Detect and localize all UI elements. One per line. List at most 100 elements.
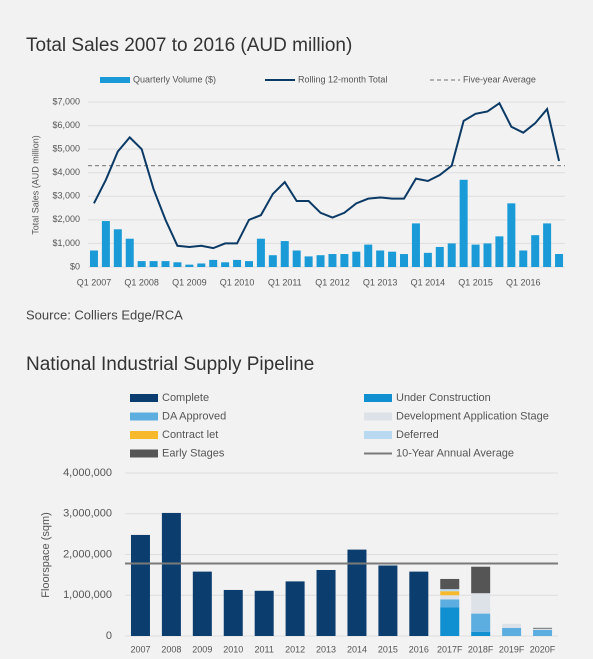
bar: [328, 254, 337, 267]
y-tick-label: $2,000: [52, 214, 80, 224]
bar: [209, 259, 218, 267]
bar: [388, 251, 397, 267]
bar: [340, 254, 349, 267]
source: Source: Colliers Edge/RCA: [26, 307, 183, 322]
bar-segment: [533, 627, 553, 629]
x-tick-label: Q1 2012: [315, 277, 350, 287]
x-tick-label: 2014: [347, 644, 367, 654]
bar: [173, 262, 182, 267]
legend-label: Complete: [162, 392, 209, 404]
bar: [125, 238, 134, 267]
y-tick-label: 0: [106, 630, 112, 642]
legend-label: DA Approved: [162, 410, 226, 422]
legend-swatch: [364, 412, 392, 421]
y-tick-label: $3,000: [52, 191, 80, 201]
bar: [507, 203, 516, 267]
bar-segment: [347, 549, 367, 636]
legend-swatch: [130, 449, 158, 458]
x-tick-label: 2015: [378, 644, 398, 654]
y-tick-label: 2,000,000: [63, 548, 112, 560]
legend-swatch: [130, 394, 158, 402]
x-tick-label: 2009: [192, 644, 212, 654]
bar: [459, 179, 468, 267]
x-tick-label: 2010: [223, 644, 243, 654]
legend-label: 10-Year Annual Average: [396, 447, 514, 459]
bar-segment: [440, 595, 460, 600]
bar: [256, 238, 265, 267]
legend-label: Rolling 12-month Total: [298, 74, 387, 84]
bar: [268, 255, 277, 267]
bar-segment: [440, 589, 460, 592]
x-tick-label: Q1 2010: [220, 277, 255, 287]
bar-segment: [471, 631, 491, 636]
x-tick-label: Q1 2015: [458, 277, 493, 287]
bar-segment: [440, 607, 460, 636]
x-tick-label: 2020F: [530, 644, 556, 654]
y-tick-label: 1,000,000: [63, 589, 112, 601]
bar: [447, 243, 456, 267]
bar: [543, 223, 552, 267]
chart-title: Total Sales 2007 to 2016 (AUD million): [26, 35, 352, 56]
x-tick-label: 2018F: [468, 644, 494, 654]
x-tick-label: 2012: [285, 644, 305, 654]
bar: [364, 244, 373, 267]
legend-label: Under Construction: [396, 392, 491, 404]
bar-segment: [223, 589, 243, 636]
bar: [531, 235, 540, 267]
bar: [113, 229, 122, 267]
y-axis-label: Floorspace (sqm): [40, 512, 52, 598]
bar: [89, 250, 98, 267]
bar-segment: [502, 623, 522, 628]
bar: [233, 259, 242, 267]
bar-segment: [502, 627, 522, 636]
x-tick-label: 2016: [409, 644, 429, 654]
chart-title: National Industrial Supply Pipeline: [26, 354, 314, 375]
x-tick-label: Q1 2007: [77, 277, 112, 287]
legend-swatch: [130, 412, 158, 421]
y-tick-label: 4,000,000: [63, 467, 112, 479]
x-tick-label: 2017F: [437, 644, 463, 654]
x-tick-label: Q1 2014: [411, 277, 446, 287]
x-tick-label: 2011: [254, 644, 273, 654]
legend-swatch: [130, 431, 158, 439]
bar: [519, 250, 528, 267]
y-tick-label: $7,000: [52, 96, 80, 106]
bar: [197, 263, 206, 267]
bar: [244, 261, 253, 267]
legend-swatch: [364, 431, 392, 439]
legend-label: Development Application Stage: [396, 410, 549, 422]
x-tick-label: 2019F: [499, 644, 525, 654]
bar: [376, 250, 385, 267]
x-tick-label: 2008: [161, 644, 181, 654]
bar: [400, 254, 409, 267]
bar-segment: [130, 534, 150, 636]
legend-label: Deferred: [396, 429, 439, 441]
bar: [555, 254, 564, 267]
bar-segment: [285, 581, 305, 636]
bar: [280, 241, 289, 267]
legend-swatch: [100, 77, 130, 83]
bar: [483, 243, 492, 267]
line: [93, 101, 561, 250]
x-tick-label: Q1 2009: [172, 277, 207, 287]
bar-segment: [161, 512, 181, 636]
y-tick-label: 3,000,000: [63, 508, 112, 520]
bar: [411, 223, 420, 267]
x-tick-label: Q1 2013: [363, 277, 398, 287]
bar: [149, 261, 158, 267]
y-tick-label: $1,000: [52, 238, 80, 248]
y-tick-label: $6,000: [52, 120, 80, 130]
bar-segment: [471, 613, 491, 632]
bar-segment: [409, 571, 429, 636]
bar-segment: [254, 590, 274, 636]
y-axis-label: Total Sales (AUD million): [30, 135, 40, 235]
bar: [423, 252, 432, 267]
bar: [304, 256, 313, 267]
legend-label: Five-year Average: [463, 74, 536, 84]
x-tick-label: Q1 2008: [124, 277, 159, 287]
bar: [292, 250, 301, 267]
x-tick-label: Q1 2016: [506, 277, 541, 287]
bar-segment: [471, 593, 491, 614]
bar: [435, 246, 444, 267]
bar-segment: [533, 628, 553, 630]
